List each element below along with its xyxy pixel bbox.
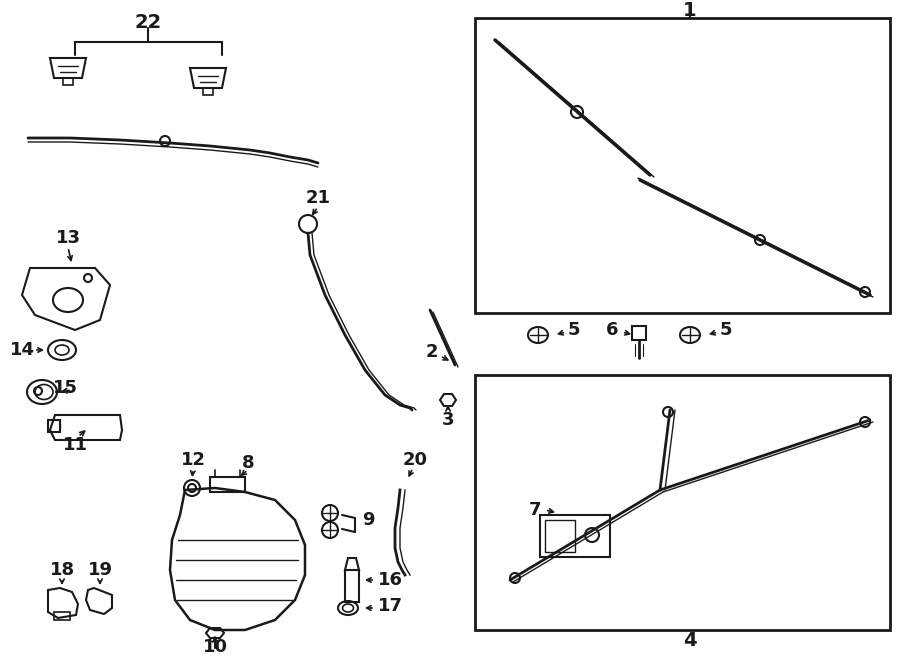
Text: 4: 4 (683, 631, 697, 650)
Text: 6: 6 (606, 321, 618, 339)
Text: 9: 9 (362, 511, 374, 529)
Text: 5: 5 (720, 321, 733, 339)
Bar (48, 420, 60, 432)
Bar (475, 18, 890, 313)
Text: 12: 12 (181, 451, 205, 469)
Text: 20: 20 (402, 451, 428, 469)
Bar (540, 515, 610, 557)
Bar (63, 78, 73, 85)
Text: 7: 7 (529, 501, 541, 519)
Text: 5: 5 (568, 321, 580, 339)
Bar (345, 570, 359, 602)
Text: 15: 15 (53, 379, 78, 397)
Bar (54, 612, 70, 620)
Bar (545, 520, 575, 552)
Bar (475, 375, 890, 630)
Text: 19: 19 (87, 561, 112, 579)
Text: 3: 3 (442, 411, 454, 429)
Text: 14: 14 (10, 341, 34, 359)
Bar (632, 326, 646, 340)
Text: 2: 2 (426, 343, 438, 361)
Text: 22: 22 (134, 13, 162, 32)
Text: 18: 18 (50, 561, 75, 579)
Bar (203, 88, 213, 95)
Text: 21: 21 (305, 189, 330, 207)
Text: 16: 16 (378, 571, 403, 589)
Text: 8: 8 (242, 454, 255, 472)
Text: 17: 17 (378, 597, 403, 615)
Text: 13: 13 (56, 229, 80, 247)
Text: 1: 1 (683, 1, 697, 20)
Text: 10: 10 (202, 638, 228, 656)
Text: 11: 11 (62, 436, 87, 454)
Bar (210, 477, 245, 492)
